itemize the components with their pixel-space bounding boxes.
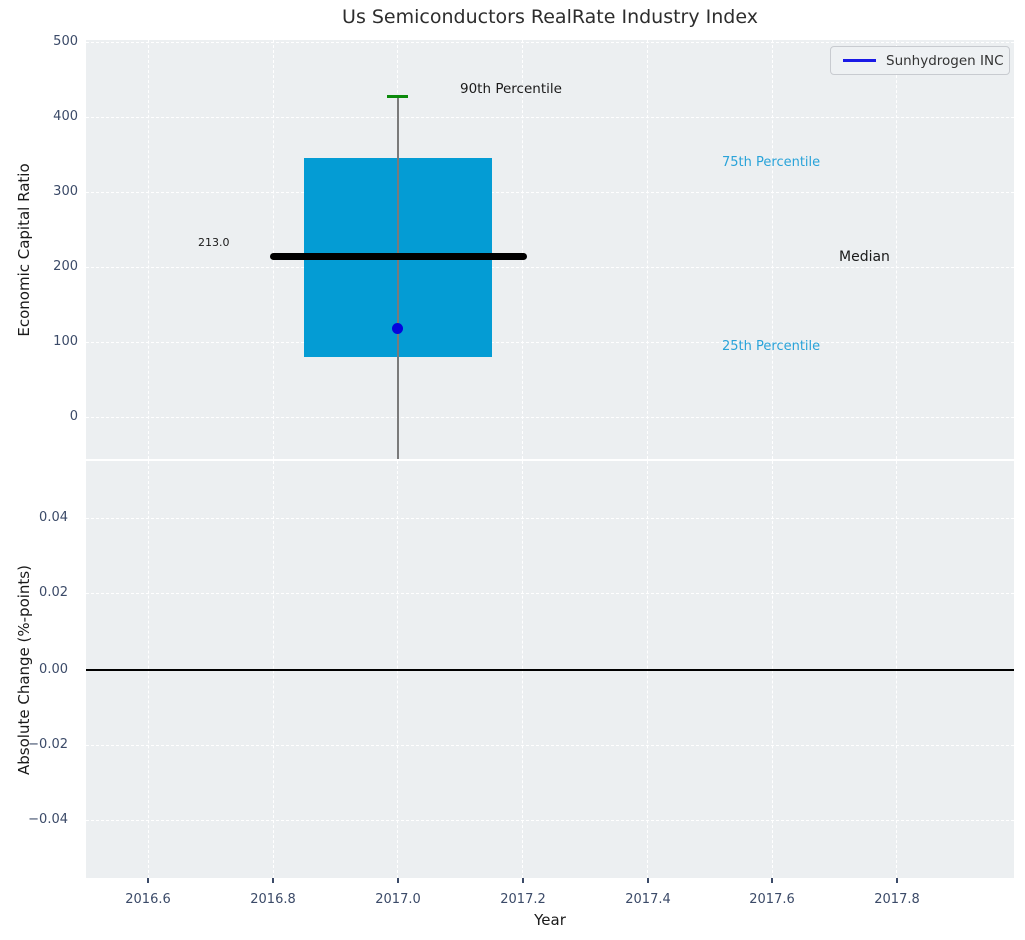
top-y-axis-label: Economic Capital Ratio <box>15 163 33 337</box>
p90-annotation: 90th Percentile <box>460 81 562 97</box>
x-tick-mark <box>647 878 649 883</box>
zero-change-line <box>86 669 1014 671</box>
chart-title: Us Semiconductors RealRate Industry Inde… <box>342 6 758 28</box>
y-tick-label: 0.04 <box>39 510 68 525</box>
p90-cap <box>387 95 408 98</box>
whisker-line <box>397 97 399 459</box>
median-value-label: 213.0 <box>198 236 230 249</box>
x-tick-mark <box>272 878 274 883</box>
y-tick-label: 0.00 <box>39 662 68 677</box>
gridline <box>86 342 1014 343</box>
x-tick-label: 2017.2 <box>500 892 546 907</box>
y-tick-label: 300 <box>53 184 78 199</box>
y-tick-label: 0 <box>69 409 78 424</box>
y-tick-label: 500 <box>53 34 78 49</box>
gridline <box>86 820 1014 821</box>
y-tick-label: −0.04 <box>28 812 68 827</box>
y-tick-label: −0.02 <box>28 737 68 752</box>
x-axis-label: Year <box>534 911 566 929</box>
x-tick-mark <box>147 878 149 883</box>
legend-label: Sunhydrogen INC <box>886 52 1004 69</box>
y-tick-label: 400 <box>53 109 78 124</box>
y-tick-label: 100 <box>53 334 78 349</box>
gridline <box>522 40 523 459</box>
x-tick-mark <box>397 878 399 883</box>
gridline <box>86 593 1014 594</box>
gridline <box>273 40 274 459</box>
x-tick-label: 2017.8 <box>874 892 920 907</box>
x-tick-label: 2016.6 <box>125 892 171 907</box>
x-tick-mark <box>896 878 898 883</box>
gridline <box>896 40 897 459</box>
median-annotation: Median <box>839 249 890 265</box>
x-tick-label: 2016.8 <box>250 892 296 907</box>
gridline <box>86 117 1014 118</box>
gridline <box>86 192 1014 193</box>
gridline <box>86 745 1014 746</box>
gridline <box>148 40 149 459</box>
company-data-point <box>392 323 403 334</box>
gridline <box>647 40 648 459</box>
bottom-subplot <box>86 461 1014 878</box>
legend-line-swatch <box>843 59 876 62</box>
p25-annotation: 25th Percentile <box>722 339 821 354</box>
x-tick-label: 2017.4 <box>625 892 671 907</box>
p75-annotation: 75th Percentile <box>722 155 821 170</box>
x-tick-label: 2017.6 <box>749 892 795 907</box>
y-tick-label: 0.02 <box>39 585 68 600</box>
top-subplot: 213.0 90th Percentile 75th Percentile Me… <box>86 40 1014 459</box>
gridline <box>86 417 1014 418</box>
gridline <box>86 42 1014 43</box>
gridline <box>772 40 773 459</box>
legend: Sunhydrogen INC <box>830 46 1010 75</box>
median-line <box>270 253 527 260</box>
gridline <box>86 267 1014 268</box>
x-tick-mark <box>522 878 524 883</box>
gridline <box>86 518 1014 519</box>
y-tick-label: 200 <box>53 259 78 274</box>
bottom-y-axis-label: Absolute Change (%-points) <box>15 565 33 775</box>
x-tick-label: 2017.0 <box>375 892 421 907</box>
x-tick-mark <box>771 878 773 883</box>
